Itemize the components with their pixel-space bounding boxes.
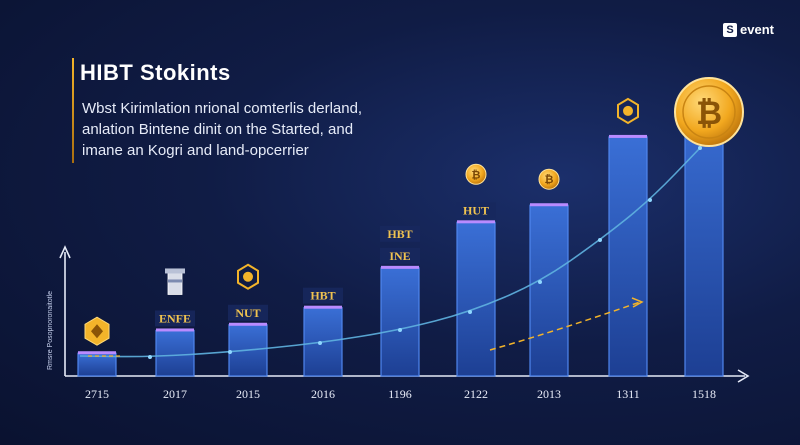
page-title: HIBT Stokints (80, 60, 231, 85)
lighthouse-icon (165, 268, 185, 295)
title-accent-rule (72, 58, 74, 163)
y-axis-arrow-icon (59, 245, 71, 259)
trend-point (698, 146, 702, 150)
bar-cap (229, 322, 267, 326)
bar (529, 204, 569, 377)
x-tick-label: 1196 (388, 387, 412, 401)
hexagon-coin-icon (237, 263, 259, 290)
coin-icon: ₿ (538, 168, 560, 190)
bar-cap (304, 305, 342, 309)
x-tick-label: 2015 (236, 387, 260, 401)
bar-label: HBT (310, 289, 335, 303)
trend-point (148, 355, 152, 359)
bar (380, 267, 420, 377)
subtitle-line: imane an Kogri and land-opcerrier (82, 142, 309, 159)
bar-label: HUT (463, 203, 489, 217)
x-tick-label: 1311 (616, 387, 640, 401)
y-axis-label: Rmsre Posopnoronaitotle (47, 291, 54, 370)
bar-cap (609, 134, 647, 138)
bar-cap (78, 351, 116, 355)
svg-text:₿: ₿ (545, 173, 554, 186)
trend-point (648, 198, 652, 202)
x-tick-label: 2013 (537, 387, 561, 401)
hexagon-icon (84, 316, 110, 346)
x-tick-label: 2016 (311, 387, 335, 401)
trend-point (398, 328, 402, 332)
bar-cap (156, 328, 194, 332)
trend-point (228, 350, 232, 354)
chart-icons: ENFE NUT HBT HBT INE HUT ₿ ₿ ₿ (84, 77, 744, 346)
trend-point (318, 341, 322, 345)
bar-label-plate (456, 202, 496, 219)
bar (608, 136, 648, 377)
bar-label: HBT (387, 227, 412, 241)
x-tick-label: 1518 (692, 387, 716, 401)
x-axis-arrow-icon (737, 369, 750, 383)
bar-cap (457, 220, 495, 224)
x-tick-label: 2017 (163, 387, 187, 401)
trend-point (468, 310, 472, 314)
coin-icon: ₿ (465, 163, 487, 185)
chart-ticks: 2715 2017 2015 2016 1196 2122 2013 1311 1518 (85, 387, 716, 401)
hexagon-coin-icon (617, 97, 639, 125)
bar-label: ENFE (159, 311, 191, 325)
bar-cap (381, 265, 419, 269)
bar-label-plate (380, 247, 420, 264)
bar-label: INE (389, 249, 410, 263)
brand-logo: S event (723, 22, 774, 37)
x-tick-label: 2122 (464, 387, 488, 401)
bar-label-plate (155, 310, 195, 327)
bar-label-plate (303, 287, 343, 304)
subtitle-line: anlation Bintene dinit on the Started, a… (82, 121, 354, 138)
bar (155, 329, 195, 377)
trend-point (538, 280, 542, 284)
subtitle-line: Wbst Kirimlation nrional comterlis derla… (82, 100, 363, 117)
bar-label-plate (228, 304, 268, 321)
svg-text:₿: ₿ (472, 168, 481, 181)
trend-line (79, 147, 701, 358)
page-subtitle: Wbst Kirimlation nrional comterlis derla… (82, 98, 412, 161)
projection-line (489, 301, 641, 351)
x-tick-label: 2715 (85, 387, 109, 401)
brand-mark-icon: S (723, 22, 738, 37)
trend-point (598, 238, 602, 242)
bar-cap (530, 203, 568, 207)
bar (456, 221, 496, 377)
bitcoin-icon: ₿ (674, 77, 744, 147)
bar-label: NUT (235, 306, 260, 320)
brand-name: event (740, 22, 774, 37)
svg-text:₿: ₿ (696, 94, 722, 132)
bar-label-plate (380, 225, 420, 242)
chart-trend (79, 146, 702, 359)
projection-arrow-icon (631, 297, 644, 308)
